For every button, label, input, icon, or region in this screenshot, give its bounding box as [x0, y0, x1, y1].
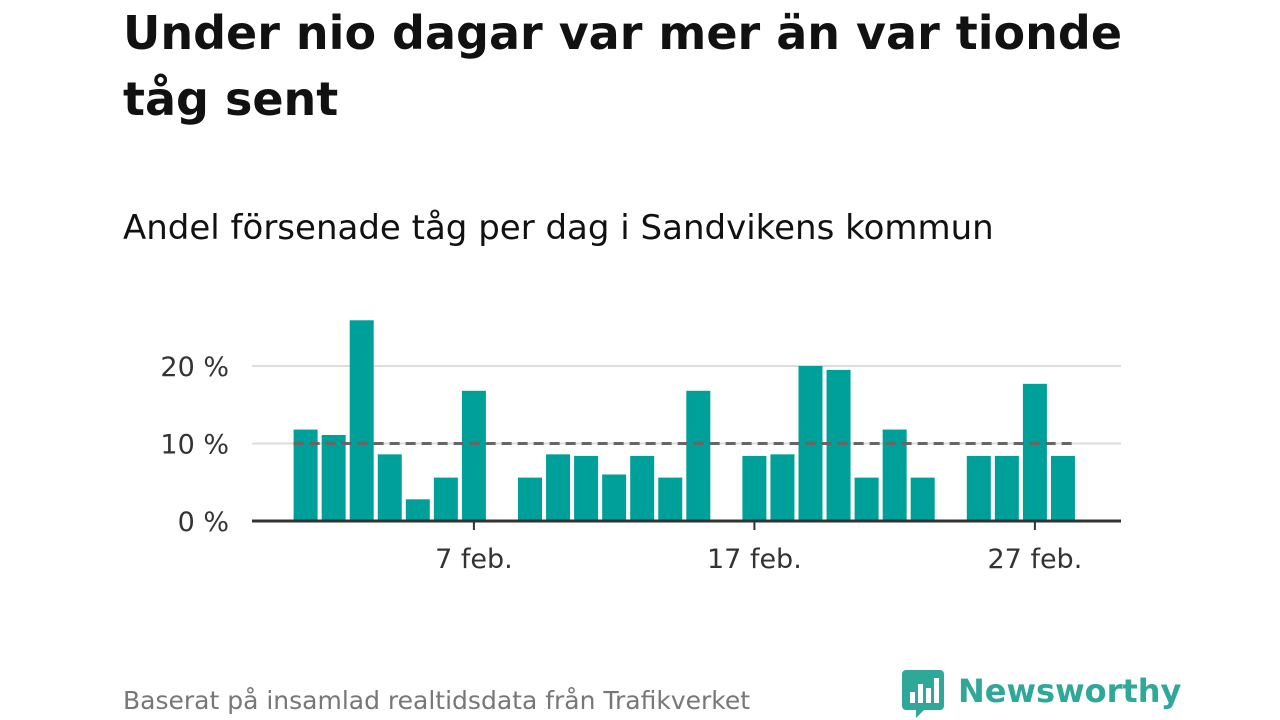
bar [770, 454, 795, 521]
bar [1022, 383, 1047, 521]
bar-chart-speech-bubble-icon [902, 670, 944, 718]
x-tick-label: 27 feb. [988, 544, 1083, 575]
brand-logo: Newsworthy [902, 670, 1181, 720]
bar [433, 477, 458, 521]
bar [405, 499, 430, 521]
bar [349, 320, 374, 521]
bar [574, 455, 599, 521]
bar [377, 454, 402, 521]
bar [321, 434, 346, 521]
bar [686, 390, 711, 521]
bar [461, 390, 486, 521]
bar-chart: 0 % 10 % 20 % 7 feb. 17 feb. 27 feb. [160, 320, 1121, 575]
bar [658, 477, 683, 521]
bar [518, 477, 542, 521]
bar [910, 477, 935, 521]
bar [826, 369, 851, 521]
bars [293, 320, 1075, 521]
bar [630, 455, 655, 521]
bar [602, 474, 627, 521]
y-tick-label: 0 % [178, 507, 229, 538]
bar [994, 455, 1019, 521]
bar [742, 455, 767, 521]
brand-name: Newsworthy [958, 672, 1182, 710]
x-tick-label: 17 feb. [707, 544, 802, 575]
y-tick-label: 20 % [160, 352, 229, 383]
axes: 0 % 10 % 20 % 7 feb. 17 feb. 27 feb. [160, 352, 1121, 575]
bar [546, 454, 571, 521]
x-tick-label: 7 feb. [435, 544, 513, 575]
bar [854, 477, 879, 521]
bar [1050, 455, 1075, 521]
source-note: Baserat på insamlad realtidsdata från Tr… [123, 686, 751, 715]
chart-subtitle: Andel försenade tåg per dag i Sandvikens… [123, 208, 994, 248]
y-tick-label: 10 % [160, 430, 229, 461]
chart-title: Under nio dagar var mer än var tionde tå… [123, 6, 1123, 126]
bar [966, 455, 991, 521]
